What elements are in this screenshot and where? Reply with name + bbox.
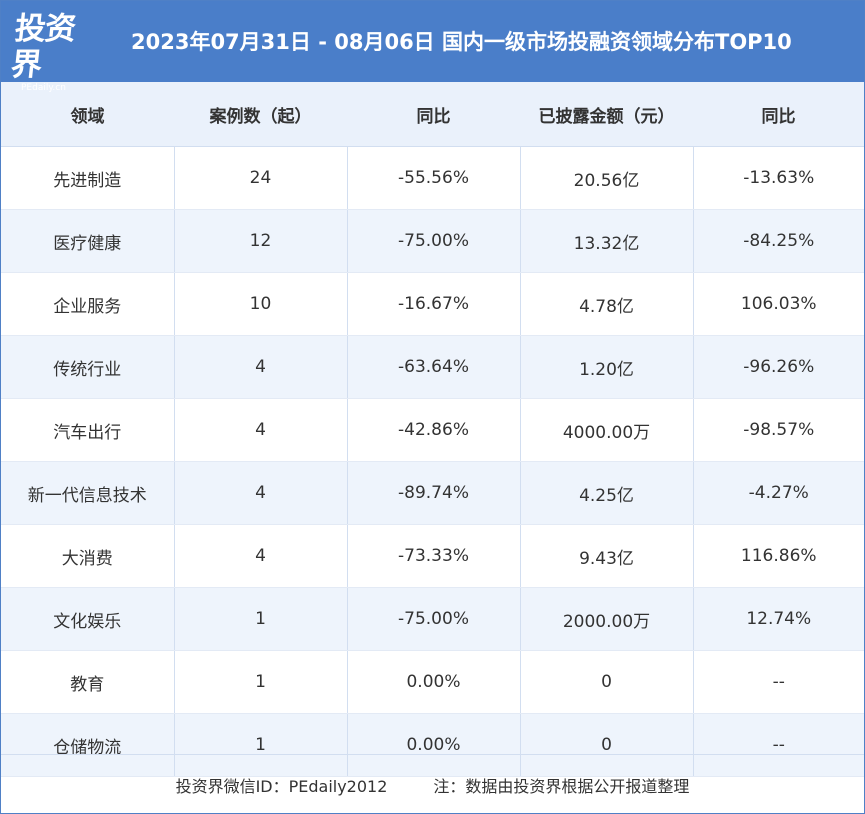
table-row: 教育 1 0.00% 0 -- [1, 650, 864, 714]
cell-amount: 4000.00万 [520, 398, 694, 462]
cell-cases-yoy: -42.86% [347, 398, 521, 462]
cell-amount-yoy: -13.63% [693, 146, 864, 210]
cell-amount-yoy: -4.27% [693, 461, 864, 525]
cell-sector: 企业服务 [1, 272, 175, 336]
cell-sector: 大消费 [1, 524, 175, 588]
cell-cases-yoy: 0.00% [347, 650, 521, 714]
table-row: 先进制造 24 -55.56% 20.56亿 -13.63% [1, 146, 864, 210]
cell-cases: 1 [174, 587, 348, 651]
column-header-amount-yoy: 同比 [693, 82, 864, 147]
logo-text: 投资界 [9, 11, 77, 83]
cell-cases: 1 [174, 713, 348, 777]
cell-amount: 4.25亿 [520, 461, 694, 525]
cell-cases: 12 [174, 209, 348, 273]
cell-sector: 先进制造 [1, 146, 175, 210]
column-header-cases: 案例数（起） [174, 82, 347, 147]
column-header-sector: 领域 [1, 82, 174, 147]
brand-logo: 投资界 PEdaily.cn [9, 11, 99, 93]
cell-amount-yoy: -96.26% [693, 335, 864, 399]
cell-cases: 1 [174, 650, 348, 714]
cell-amount: 1.20亿 [520, 335, 694, 399]
table-row: 企业服务 10 -16.67% 4.78亿 106.03% [1, 272, 864, 336]
cell-sector: 汽车出行 [1, 398, 175, 462]
data-table: 领域 案例数（起） 同比 已披露金额（元） 同比 先进制造 24 -55.56%… [1, 82, 864, 777]
table-row: 新一代信息技术 4 -89.74% 4.25亿 -4.27% [1, 461, 864, 525]
cell-cases: 4 [174, 524, 348, 588]
cell-amount: 4.78亿 [520, 272, 694, 336]
table-row: 汽车出行 4 -42.86% 4000.00万 -98.57% [1, 398, 864, 462]
cell-sector: 传统行业 [1, 335, 175, 399]
table-row: 文化娱乐 1 -75.00% 2000.00万 12.74% [1, 587, 864, 651]
table-row: 传统行业 4 -63.64% 1.20亿 -96.26% [1, 335, 864, 399]
cell-cases-yoy: -55.56% [347, 146, 521, 210]
cell-amount-yoy: -- [693, 650, 864, 714]
cell-amount-yoy: 116.86% [693, 524, 864, 588]
cell-cases-yoy: -89.74% [347, 461, 521, 525]
cell-amount-yoy: 106.03% [693, 272, 864, 336]
column-header-cases-yoy: 同比 [347, 82, 520, 147]
cell-cases: 24 [174, 146, 348, 210]
cell-cases: 4 [174, 461, 348, 525]
footer: 投资界微信ID：PEdaily2012 注：数据由投资界根据公开报道整理 [1, 754, 864, 814]
cell-sector: 医疗健康 [1, 209, 175, 273]
column-header-amount: 已披露金额（元） [520, 82, 693, 147]
cell-sector: 教育 [1, 650, 175, 714]
cell-amount-yoy: -84.25% [693, 209, 864, 273]
cell-amount-yoy: -- [693, 713, 864, 777]
cell-cases-yoy: 0.00% [347, 713, 521, 777]
table-row: 大消费 4 -73.33% 9.43亿 116.86% [1, 524, 864, 588]
table-row: 仓储物流 1 0.00% 0 -- [1, 713, 864, 777]
footer-wechat-id: 投资界微信ID：PEdaily2012 [175, 776, 388, 796]
cell-sector: 文化娱乐 [1, 587, 175, 651]
page-title: 2023年07月31日 - 08月06日 国内一级市场投融资领域分布TOP10 [131, 30, 792, 54]
cell-cases-yoy: -16.67% [347, 272, 521, 336]
cell-cases: 10 [174, 272, 348, 336]
cell-cases-yoy: -63.64% [347, 335, 521, 399]
cell-amount: 9.43亿 [520, 524, 694, 588]
footer-note: 注：数据由投资界根据公开报道整理 [433, 776, 690, 796]
table-row: 医疗健康 12 -75.00% 13.32亿 -84.25% [1, 209, 864, 273]
cell-cases-yoy: -75.00% [347, 587, 521, 651]
table-header-row: 领域 案例数（起） 同比 已披露金额（元） 同比 [1, 82, 864, 147]
cell-cases: 4 [174, 335, 348, 399]
cell-sector: 新一代信息技术 [1, 461, 175, 525]
cell-amount: 0 [520, 713, 694, 777]
cell-amount-yoy: -98.57% [693, 398, 864, 462]
header-bar: 投资界 PEdaily.cn 2023年07月31日 - 08月06日 国内一级… [1, 1, 864, 93]
cell-sector: 仓储物流 [1, 713, 175, 777]
cell-amount: 20.56亿 [520, 146, 694, 210]
cell-amount-yoy: 12.74% [693, 587, 864, 651]
cell-amount: 0 [520, 650, 694, 714]
logo-domain: PEdaily.cn [21, 83, 66, 93]
cell-amount: 2000.00万 [520, 587, 694, 651]
cell-cases-yoy: -75.00% [347, 209, 521, 273]
cell-cases: 4 [174, 398, 348, 462]
cell-amount: 13.32亿 [520, 209, 694, 273]
cell-cases-yoy: -73.33% [347, 524, 521, 588]
